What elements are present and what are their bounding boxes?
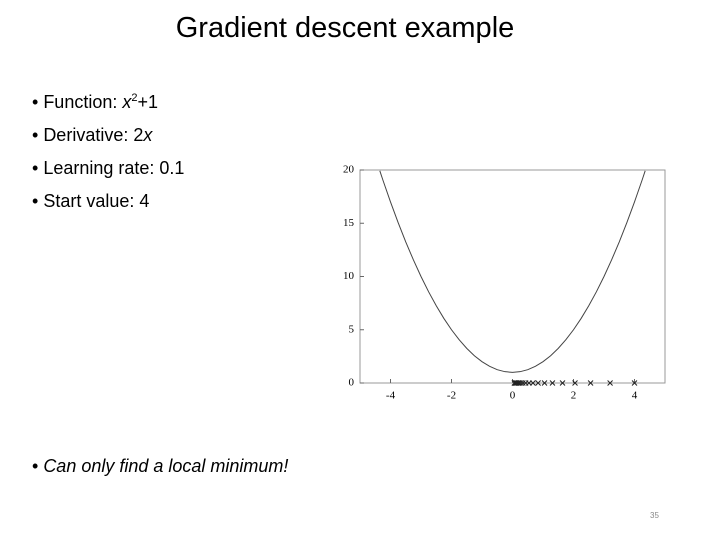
y-tick-label: 15 <box>343 217 355 229</box>
x-tick-label: 4 <box>632 390 638 402</box>
x-tick-label: 2 <box>571 390 577 402</box>
bullet-text: x <box>143 125 153 145</box>
bullet-text: x <box>122 92 132 112</box>
y-tick-label: 0 <box>349 377 355 389</box>
bullet: Derivative: 2x <box>32 125 152 146</box>
iterate-marker <box>631 380 638 386</box>
bullet-text: Start value: 4 <box>43 191 150 211</box>
x-tick-label: -2 <box>447 390 456 402</box>
iterate-marker <box>607 380 613 386</box>
iterate-marker <box>513 380 520 386</box>
bullet-text: Function: <box>43 92 123 112</box>
iterate-marker <box>535 380 541 386</box>
x-tick-label: -4 <box>386 390 396 402</box>
y-tick-label: 20 <box>343 164 355 176</box>
note-text: Can only find a local minimum! <box>43 456 289 476</box>
bullet: Start value: 4 <box>32 191 149 212</box>
curve <box>379 170 646 373</box>
page-number: 35 <box>650 511 659 520</box>
plot-frame <box>359 169 666 384</box>
iterate-marker <box>541 380 548 386</box>
bullet: Learning rate: 0.1 <box>32 158 184 179</box>
bullet-text: +1 <box>137 92 159 112</box>
bullet-text: 2 <box>131 92 138 104</box>
iterate-marker <box>511 380 518 386</box>
iterate-marker <box>587 380 594 386</box>
y-tick-label: 10 <box>343 270 355 282</box>
note: Can only find a local minimum! <box>32 456 288 477</box>
slide-title: Gradient descent example <box>175 12 515 44</box>
iterate-marker <box>549 380 556 386</box>
bullet: Function: x2+1 <box>32 92 158 113</box>
x-tick-label: 0 <box>510 390 516 402</box>
y-tick-label: 5 <box>349 323 355 335</box>
bullet-text: Learning rate: 0.1 <box>43 158 185 178</box>
iterate-marker <box>572 380 578 386</box>
iterate-marker <box>559 380 566 386</box>
bullet-text: Derivative: 2 <box>43 125 144 145</box>
